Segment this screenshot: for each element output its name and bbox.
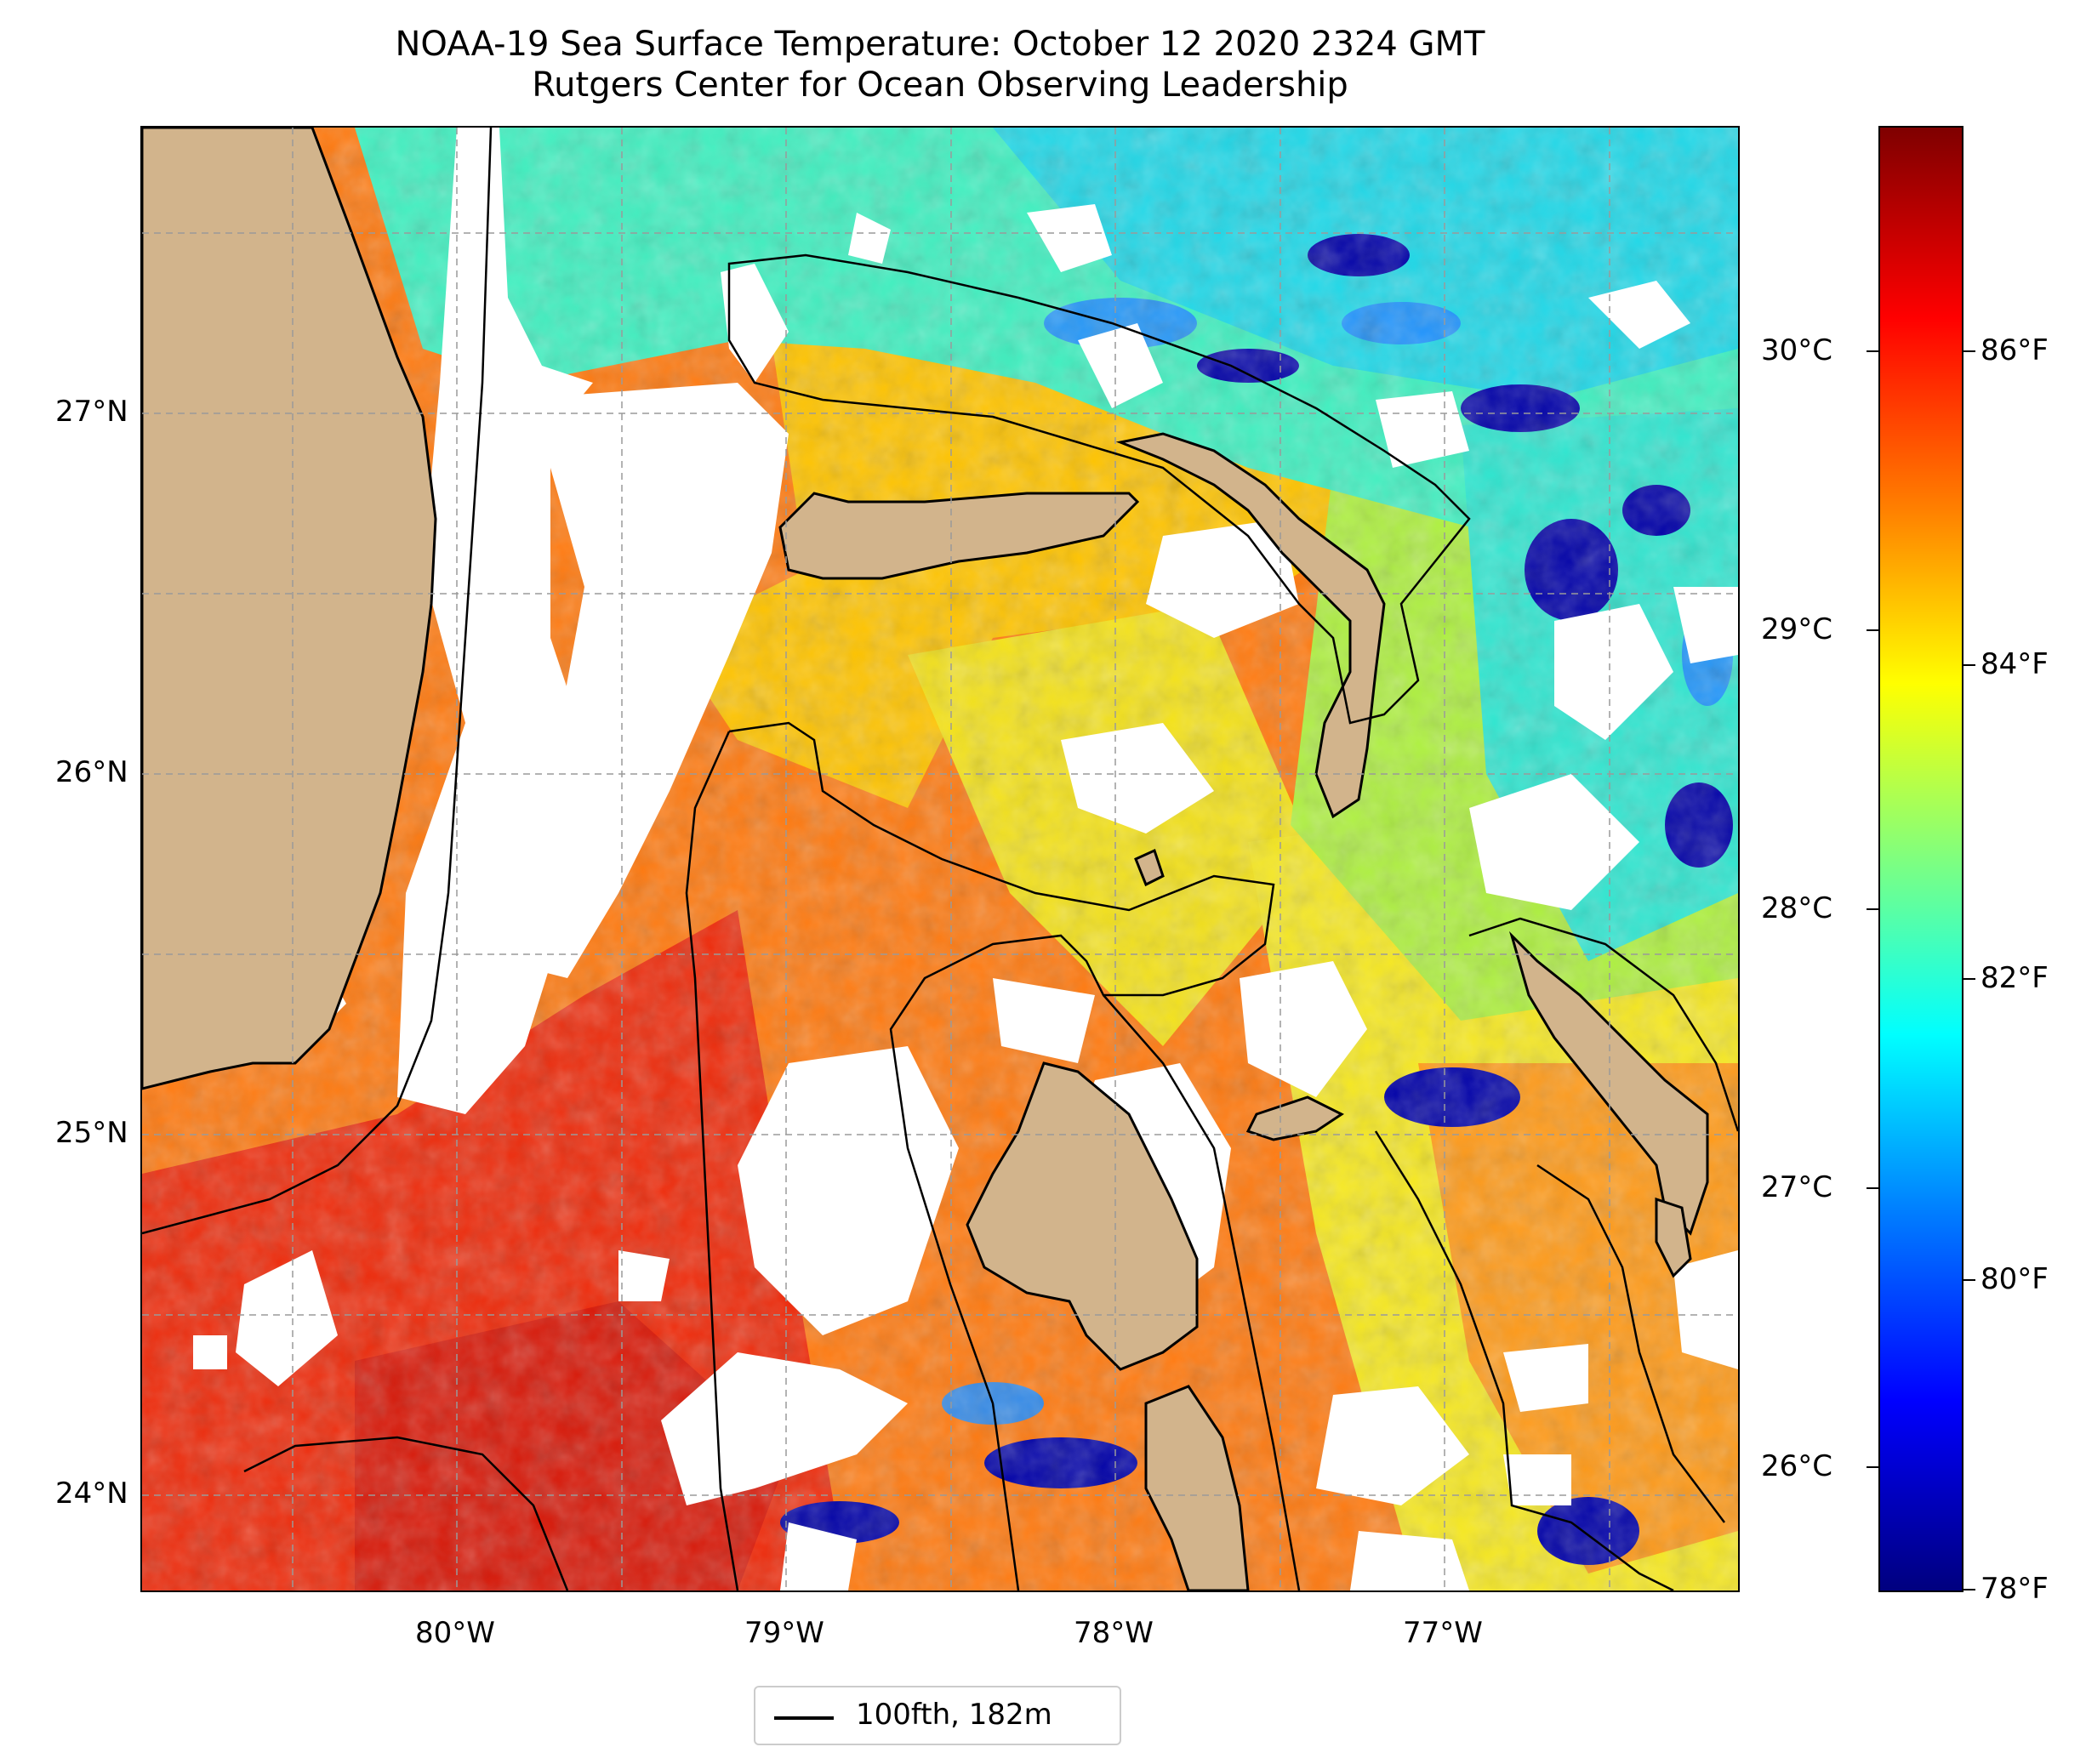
colorbar-tick-c (1867, 629, 1878, 631)
lon-tick-label: 80°W (415, 1616, 495, 1650)
isobath-line (1103, 994, 1301, 1590)
bimini-islet (1134, 848, 1165, 887)
colorbar-tick-f (1963, 664, 1975, 666)
colorbar-tick-c (1867, 908, 1878, 910)
colorbar (1878, 126, 1963, 1592)
new-providence-land (1245, 1095, 1344, 1141)
colorbar-tick-f (1963, 1279, 1975, 1281)
sst-field (142, 128, 1738, 1590)
isobath-100fth (142, 128, 1738, 1590)
legend-line-swatch (774, 1716, 834, 1720)
colorbar-tick-f (1963, 350, 1975, 352)
lat-tick-label: 27°N (55, 395, 128, 429)
map-title: NOAA-19 Sea Surface Temperature: October… (140, 24, 1740, 105)
isobath-line (728, 721, 1275, 1590)
abaco-land (1115, 432, 1386, 819)
grand-bahama-land (778, 492, 1140, 580)
isobath-line (727, 253, 1471, 725)
no-data-regions (193, 128, 1738, 1590)
colorbar-label-celsius: 30°C (1761, 333, 1833, 367)
isobath-line (685, 731, 739, 1590)
colorbar-tick-c (1867, 350, 1878, 352)
colorbar-tick-c (1867, 1466, 1878, 1468)
land (142, 128, 1709, 1590)
colorbar-label-celsius: 28°C (1761, 891, 1833, 925)
lat-tick-label: 24°N (55, 1477, 128, 1511)
andros-land (966, 1061, 1199, 1371)
colorbar-label-fahrenheit: 86°F (1981, 333, 2049, 367)
colorbar-label-celsius: 26°C (1761, 1449, 1833, 1483)
title-line-2: Rutgers Center for Ocean Observing Leade… (532, 65, 1348, 105)
colorbar-label-fahrenheit: 82°F (1981, 961, 2049, 995)
lon-tick-label: 77°W (1403, 1616, 1483, 1650)
lat-tick-label: 26°N (55, 755, 128, 789)
south-andros-land (1144, 1385, 1250, 1590)
colorbar-label-fahrenheit: 80°F (1981, 1262, 2049, 1296)
gridlines (142, 128, 1738, 1590)
sst-map (140, 126, 1740, 1592)
map-legend: 100fth, 182m (754, 1686, 1121, 1745)
title-line-1: NOAA-19 Sea Surface Temperature: October… (395, 25, 1485, 64)
lon-tick-label: 78°W (1074, 1616, 1154, 1650)
colorbar-tick-c (1867, 1187, 1878, 1189)
colorbar-tick-f (1963, 978, 1975, 980)
isobath-line (1536, 1164, 1725, 1523)
lat-tick-label: 25°N (55, 1116, 128, 1150)
cat-island-land (1655, 1197, 1692, 1278)
florida-land (142, 128, 437, 1090)
isobath-line (243, 1436, 569, 1590)
lon-tick-label: 79°W (744, 1616, 824, 1650)
isobath-line (142, 128, 493, 1235)
isobath-line (1374, 1130, 1674, 1590)
legend-label: 100fth, 182m (856, 1698, 1052, 1732)
colorbar-label-celsius: 27°C (1761, 1170, 1833, 1204)
isobath-line (1468, 917, 1738, 1132)
colorbar-label-fahrenheit: 84°F (1981, 647, 2049, 681)
sst-map-canvas (142, 128, 1738, 1590)
colorbar-tick-f (1963, 1589, 1975, 1590)
colorbar-label-fahrenheit: 78°F (1981, 1572, 2049, 1606)
colorbar-label-celsius: 29°C (1761, 612, 1833, 646)
